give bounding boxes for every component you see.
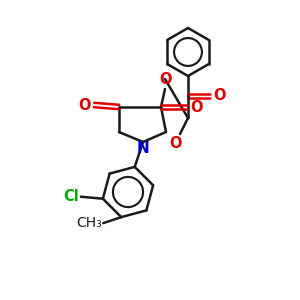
Text: O: O — [160, 72, 172, 87]
Text: O: O — [190, 100, 203, 115]
Text: O: O — [79, 98, 91, 112]
Text: O: O — [170, 136, 182, 151]
Text: O: O — [213, 88, 226, 104]
Text: N: N — [136, 141, 149, 156]
Text: CH₃: CH₃ — [76, 216, 102, 230]
Text: Cl: Cl — [63, 189, 79, 204]
